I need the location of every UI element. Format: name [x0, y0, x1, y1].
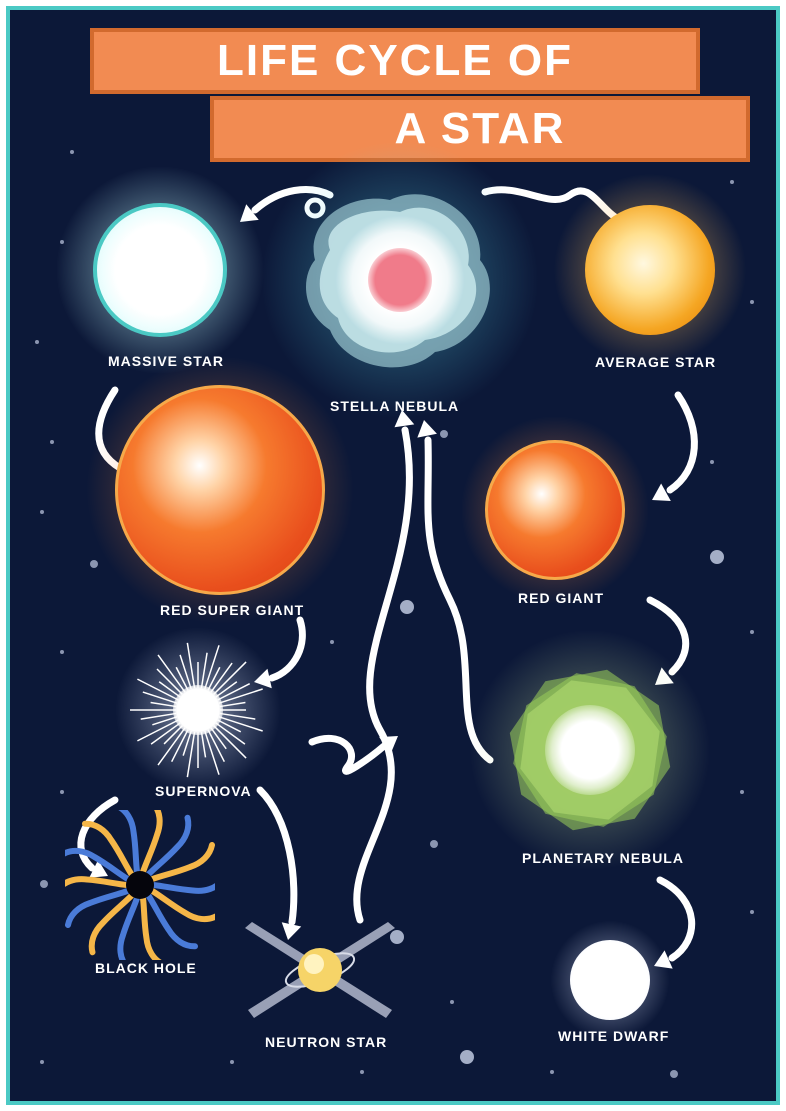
bg-star-dot [730, 180, 734, 184]
title-line-2: A STAR [210, 96, 750, 162]
bg-star-dot [440, 430, 448, 438]
label-white-dwarf: WHITE DWARF [558, 1028, 669, 1044]
arrow-average-to-rg [670, 395, 694, 490]
bg-star-dot [740, 790, 744, 794]
bg-star-dot [40, 880, 48, 888]
bg-star-dot [750, 910, 754, 914]
bg-star-dot [60, 790, 64, 794]
supernova [128, 640, 268, 780]
white-dwarf [570, 940, 650, 1020]
planetary-nebula [495, 655, 685, 845]
bg-star-dot [750, 630, 754, 634]
bg-star-dot [60, 650, 64, 654]
bg-star-dot [670, 1070, 678, 1078]
arrow-sn-curl [312, 738, 384, 771]
bg-star-dot [710, 550, 724, 564]
bg-star-dot [550, 1070, 554, 1074]
bg-star-dot [460, 1050, 474, 1064]
bg-star-dot [450, 1000, 454, 1004]
label-black-hole: BLACK HOLE [95, 960, 197, 976]
arrow-pn-to-wd [660, 880, 692, 958]
arrow-ns-to-nebula [357, 430, 410, 920]
bg-star-dot [430, 840, 438, 848]
label-red-super-giant: RED SUPER GIANT [160, 602, 304, 618]
bg-star-dot [70, 150, 74, 154]
bg-star-dot [710, 460, 714, 464]
stella-nebula [290, 170, 510, 390]
bg-star-dot [35, 340, 39, 344]
red-giant [485, 440, 625, 580]
label-average-star: AVERAGE STAR [595, 354, 716, 370]
label-supernova: SUPERNOVA [155, 783, 252, 799]
title-line-1: LIFE CYCLE OF [90, 28, 700, 94]
label-stella-nebula: STELLA NEBULA [330, 398, 459, 414]
label-neutron-star: NEUTRON STAR [265, 1034, 387, 1050]
black-hole [65, 810, 215, 960]
neutron-star [240, 900, 400, 1040]
bg-star-dot [400, 600, 414, 614]
bg-star-dot [230, 1060, 234, 1064]
average-star [585, 205, 715, 335]
label-planetary-nebula: PLANETARY NEBULA [522, 850, 684, 866]
bg-star-dot [90, 560, 98, 568]
bg-star-dot [330, 640, 334, 644]
label-red-giant: RED GIANT [518, 590, 604, 606]
bg-star-dot [750, 300, 754, 304]
bg-star-dot [360, 1070, 364, 1074]
red-super-giant [115, 385, 325, 595]
bg-star-dot [40, 1060, 44, 1064]
bg-star-dot [50, 440, 54, 444]
bg-star-dot [40, 510, 44, 514]
massive-star [85, 195, 235, 345]
label-massive-star: MASSIVE STAR [108, 353, 224, 369]
infographic-frame: LIFE CYCLE OF A STAR [6, 6, 780, 1105]
